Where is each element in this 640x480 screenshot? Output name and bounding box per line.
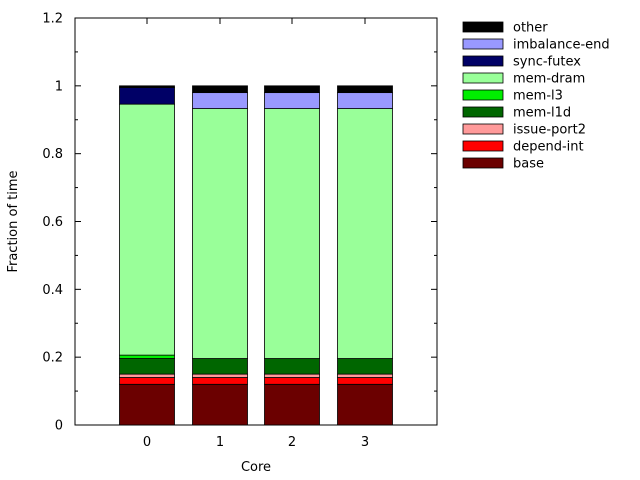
legend-label-imbalance-end: imbalance-end xyxy=(513,38,610,53)
bar-segment-imbalance-end xyxy=(192,92,248,109)
bar-segment-mem-dram xyxy=(337,108,393,359)
y-tick-label: 0.6 xyxy=(42,215,63,230)
bar-segment-base xyxy=(264,383,320,426)
bar-segment-depend-int xyxy=(264,377,320,385)
legend-swatch-sync-futex xyxy=(462,55,504,67)
bar-segment-mem-l1d xyxy=(264,358,320,375)
bar-segment-issue-port2 xyxy=(337,373,393,378)
legend-swatch-mem-l3 xyxy=(462,89,504,101)
legend-swatch-depend-int xyxy=(462,140,504,152)
bar-segment-mem-l1d xyxy=(192,358,248,375)
legend: other imbalance-end sync-futex mem-dram mem-… xyxy=(462,21,610,172)
x-axis-ticks: 0 1 2 3 xyxy=(143,18,369,450)
bar-segment-other xyxy=(119,85,175,88)
bar-segment-other xyxy=(192,85,248,94)
x-tick-label: 2 xyxy=(288,435,296,450)
bar-segment-issue-port2 xyxy=(264,373,320,378)
legend-label-sync-futex: sync-futex xyxy=(513,55,581,70)
legend-label-base: base xyxy=(513,157,544,172)
bar-segment-mem-dram xyxy=(264,108,320,359)
y-tick-label: 1.2 xyxy=(42,12,63,27)
bar-segment-depend-int xyxy=(337,377,393,385)
bar-segment-base xyxy=(337,383,393,426)
x-tick-label: 3 xyxy=(361,435,369,450)
legend-swatch-other xyxy=(462,21,504,33)
legend-label-other: other xyxy=(513,21,548,36)
bar-segment-mem-l1d xyxy=(119,358,175,375)
legend-swatch-imbalance-end xyxy=(462,38,504,50)
bars xyxy=(119,85,393,426)
bar-segment-other xyxy=(264,85,320,94)
y-tick-label: 0.8 xyxy=(42,147,63,162)
bar-segment-mem-dram xyxy=(192,108,248,359)
y-tick-label: 0.4 xyxy=(42,283,63,298)
bar-segment-mem-l1d xyxy=(337,358,393,375)
bar-segment-base xyxy=(119,383,175,426)
legend-label-mem-l3: mem-l3 xyxy=(513,89,563,104)
bar-segment-depend-int xyxy=(119,377,175,385)
y-tick-label: 0.2 xyxy=(42,351,63,366)
bar-segment-imbalance-end xyxy=(337,92,393,109)
legend-swatch-base xyxy=(462,157,504,169)
bar-segment-depend-int xyxy=(192,377,248,385)
bar-segment-base xyxy=(192,383,248,426)
bar-segment-imbalance-end xyxy=(264,92,320,109)
x-tick-label: 0 xyxy=(143,435,151,450)
legend-swatch-issue-port2 xyxy=(462,123,504,135)
y-tick-label: 0 xyxy=(55,419,63,434)
legend-label-mem-dram: mem-dram xyxy=(513,72,585,87)
y-axis-title: Fraction of time xyxy=(6,170,21,272)
bar-segment-issue-port2 xyxy=(119,373,175,378)
bar-segment-mem-dram xyxy=(119,103,175,356)
x-tick-label: 1 xyxy=(216,435,224,450)
legend-swatch-mem-l1d xyxy=(462,106,504,118)
y-axis-ticks: 0 0.2 0.4 0.6 0.8 1 1.2 xyxy=(42,12,437,434)
x-axis-title: Core xyxy=(241,460,271,475)
legend-label-depend-int: depend-int xyxy=(513,140,584,155)
bar-segment-sync-futex xyxy=(119,87,175,105)
bar-segment-issue-port2 xyxy=(192,373,248,378)
legend-swatch-mem-dram xyxy=(462,72,504,84)
legend-label-issue-port2: issue-port2 xyxy=(513,123,586,138)
bar-segment-other xyxy=(337,85,393,94)
y-tick-label: 1 xyxy=(55,79,63,94)
legend-label-mem-l1d: mem-l1d xyxy=(513,106,571,121)
bar-segment-mem-l3 xyxy=(119,354,175,359)
